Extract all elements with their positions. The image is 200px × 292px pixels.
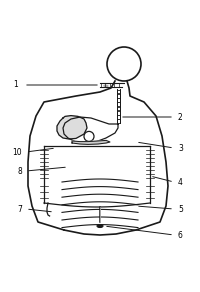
- Bar: [117, 90, 120, 93]
- Text: 5: 5: [178, 205, 183, 214]
- Bar: [117, 98, 120, 102]
- Polygon shape: [72, 140, 110, 145]
- Bar: [117, 111, 120, 114]
- Polygon shape: [63, 117, 118, 144]
- Bar: [117, 115, 120, 119]
- Text: 7: 7: [17, 205, 22, 214]
- Bar: [117, 94, 120, 98]
- Text: 10: 10: [12, 148, 22, 157]
- Text: 4: 4: [178, 178, 183, 187]
- Text: 6: 6: [178, 231, 183, 240]
- Bar: [117, 102, 120, 106]
- Text: 3: 3: [178, 144, 183, 153]
- Bar: [117, 107, 120, 110]
- Text: 1: 1: [13, 80, 18, 89]
- Bar: [117, 119, 120, 123]
- Text: 8: 8: [17, 167, 22, 176]
- Text: 2: 2: [178, 112, 183, 121]
- Ellipse shape: [97, 225, 103, 227]
- Polygon shape: [103, 85, 109, 88]
- Circle shape: [84, 131, 94, 141]
- Polygon shape: [57, 116, 87, 139]
